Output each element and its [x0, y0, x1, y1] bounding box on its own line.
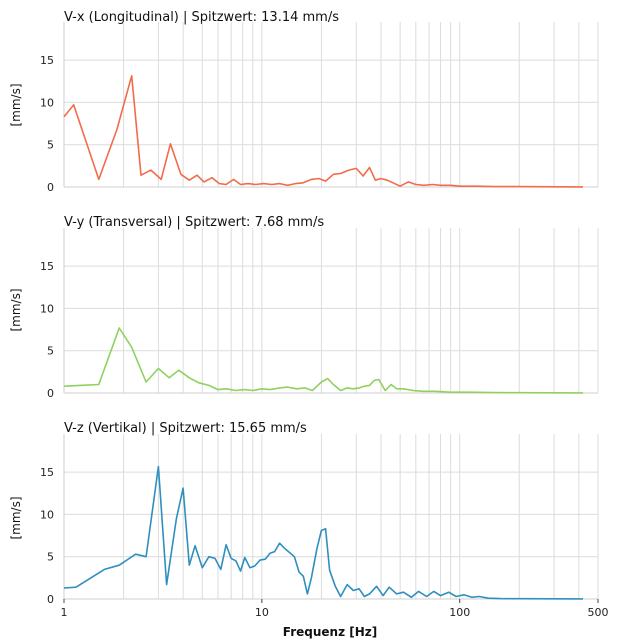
y-tick-label: 0: [47, 387, 54, 400]
series-line: [63, 465, 584, 600]
panel-title: V-y (Transversal) | Spitzwert: 7.68 mm/s: [64, 215, 324, 230]
panel-vy: V-y (Transversal) | Spitzwert: 7.68 mm/s…: [9, 215, 599, 400]
y-axis-label: [mm/s]: [9, 496, 23, 539]
y-tick-label: 5: [47, 345, 54, 358]
y-tick-label: 15: [40, 54, 54, 67]
x-tick-label: 500: [588, 606, 609, 619]
panel-title: V-z (Vertikal) | Spitzwert: 15.65 mm/s: [64, 421, 307, 436]
x-axis-label: Frequenz [Hz]: [283, 625, 377, 639]
y-tick-label: 10: [40, 96, 54, 109]
y-tick-label: 5: [47, 551, 54, 564]
y-tick-label: 10: [40, 302, 54, 315]
x-tick-label: 100: [449, 606, 470, 619]
y-tick-label: 5: [47, 139, 54, 152]
y-tick-label: 0: [47, 181, 54, 194]
y-tick-label: 10: [40, 508, 54, 521]
panel-title: V-x (Longitudinal) | Spitzwert: 13.14 mm…: [64, 10, 339, 25]
series-line: [63, 327, 584, 394]
x-tick-label: 1: [61, 606, 68, 619]
series-line: [63, 75, 584, 188]
x-tick-label: 10: [255, 606, 269, 619]
y-axis-label: [mm/s]: [9, 288, 23, 331]
y-axis-label: [mm/s]: [9, 83, 23, 126]
y-tick-label: 0: [47, 593, 54, 606]
panel-vx: V-x (Longitudinal) | Spitzwert: 13.14 mm…: [9, 10, 599, 194]
y-tick-label: 15: [40, 260, 54, 273]
y-tick-label: 15: [40, 466, 54, 479]
panel-vz: V-z (Vertikal) | Spitzwert: 15.65 mm/s […: [9, 421, 609, 639]
